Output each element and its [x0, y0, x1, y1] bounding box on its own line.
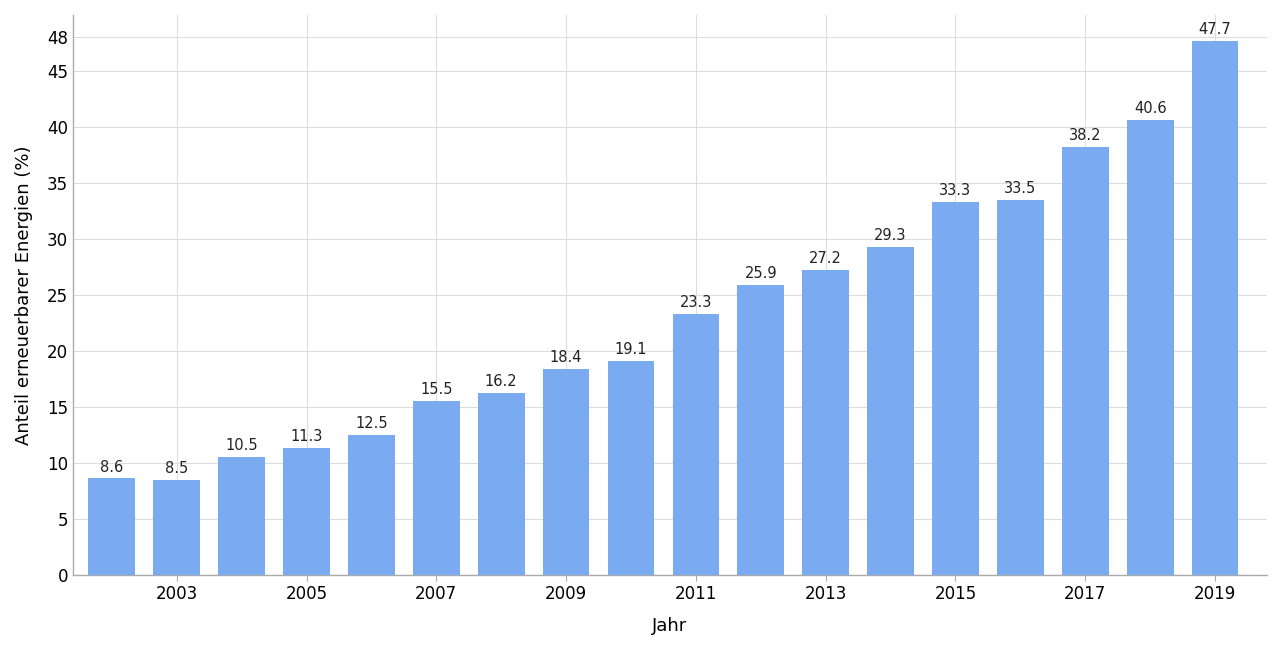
Bar	[542, 369, 590, 575]
Bar	[154, 480, 200, 575]
Text: 18.4: 18.4	[550, 350, 582, 365]
Text: 33.3: 33.3	[940, 183, 972, 198]
Text: 19.1: 19.1	[615, 342, 647, 357]
Bar	[478, 393, 524, 575]
Text: 38.2: 38.2	[1069, 128, 1101, 143]
Bar	[283, 448, 329, 575]
Text: 8.5: 8.5	[165, 461, 188, 476]
Bar	[867, 247, 914, 575]
Text: 16.2: 16.2	[485, 374, 518, 389]
Bar	[1192, 41, 1238, 575]
X-axis label: Jahr: Jahr	[653, 617, 687, 635]
Bar	[347, 435, 395, 575]
Text: 25.9: 25.9	[745, 266, 777, 281]
Text: 47.7: 47.7	[1199, 22, 1232, 37]
Bar	[803, 270, 849, 575]
Bar	[932, 202, 979, 575]
Bar	[218, 457, 265, 575]
Text: 15.5: 15.5	[420, 382, 453, 397]
Text: 8.6: 8.6	[100, 460, 123, 474]
Bar	[1127, 120, 1173, 575]
Bar	[737, 285, 785, 575]
Text: 27.2: 27.2	[809, 252, 842, 266]
Text: 11.3: 11.3	[290, 429, 323, 445]
Bar	[673, 314, 719, 575]
Text: 29.3: 29.3	[874, 227, 906, 243]
Text: 40.6: 40.6	[1133, 101, 1167, 116]
Bar	[1061, 147, 1109, 575]
Text: 10.5: 10.5	[226, 438, 258, 453]
Text: 12.5: 12.5	[355, 416, 387, 431]
Y-axis label: Anteil erneuerbarer Energien (%): Anteil erneuerbarer Energien (%)	[15, 145, 33, 445]
Bar	[88, 478, 135, 575]
Bar	[413, 401, 460, 575]
Bar	[997, 200, 1044, 575]
Text: 23.3: 23.3	[679, 295, 712, 310]
Bar	[608, 361, 654, 575]
Text: 33.5: 33.5	[1004, 181, 1037, 196]
